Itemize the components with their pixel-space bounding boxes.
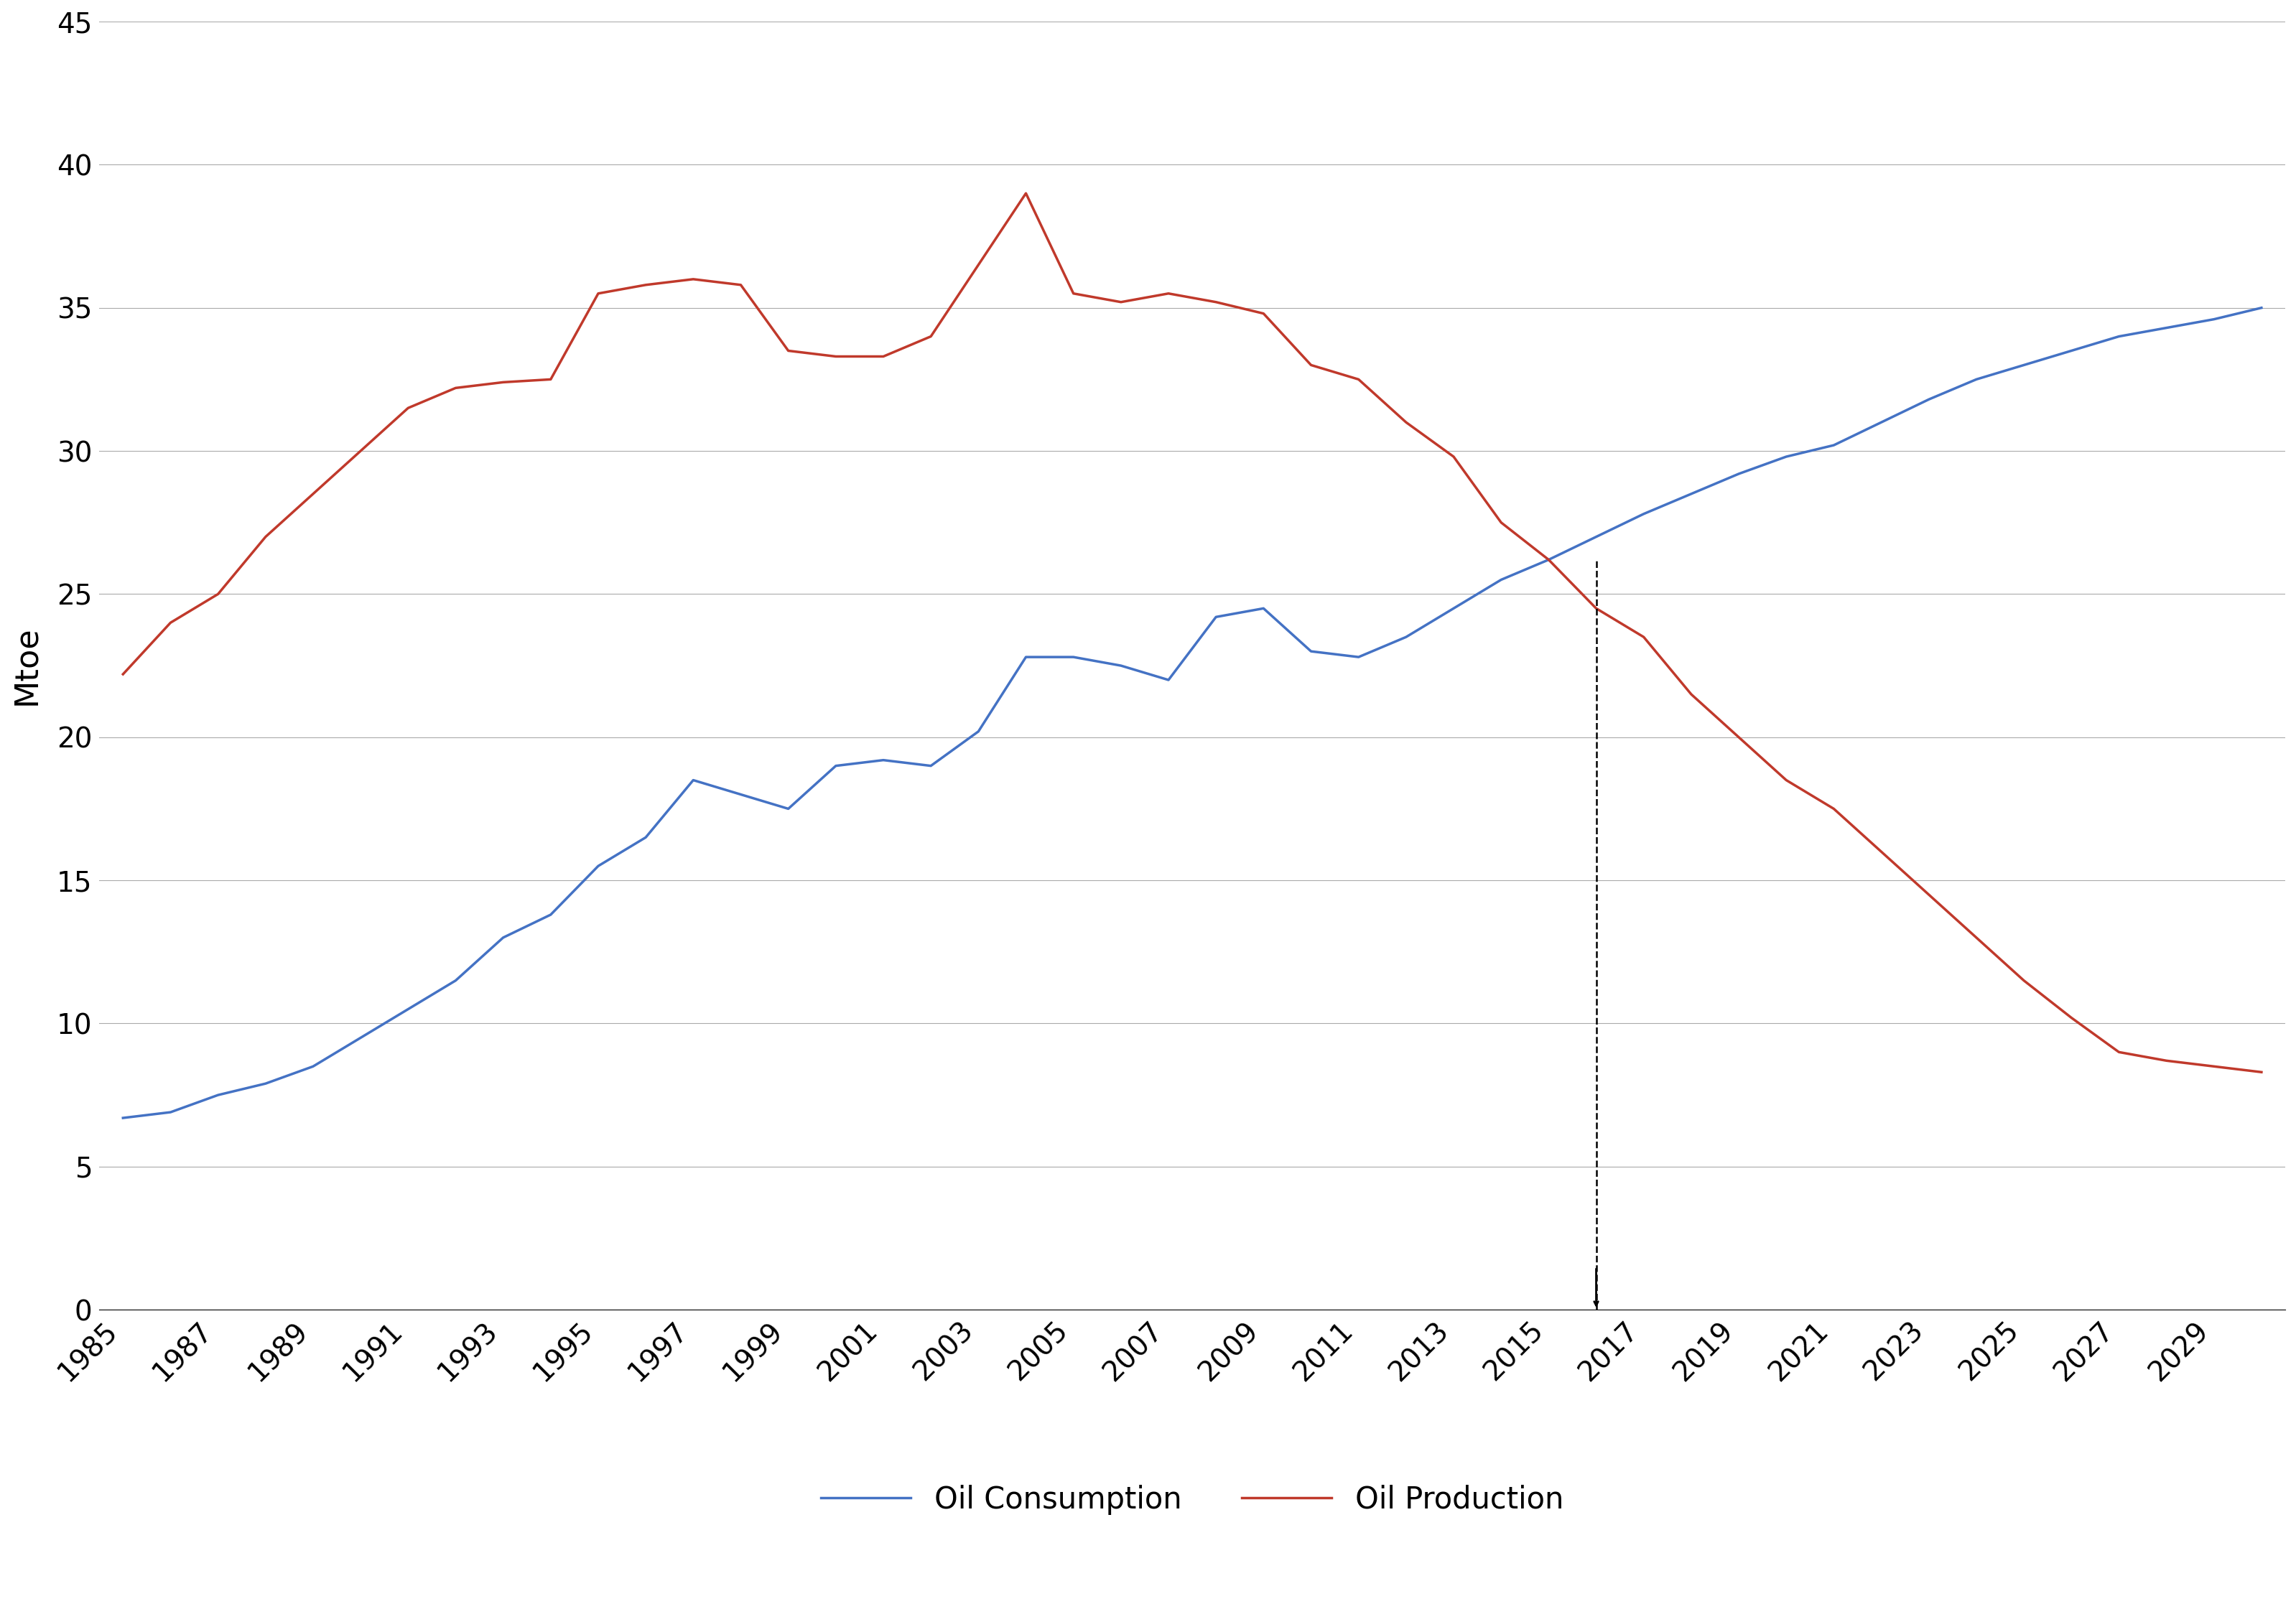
Y-axis label: Mtoe: Mtoe — [11, 626, 41, 705]
Legend: Oil Consumption, Oil Production: Oil Consumption, Oil Production — [808, 1472, 1575, 1527]
